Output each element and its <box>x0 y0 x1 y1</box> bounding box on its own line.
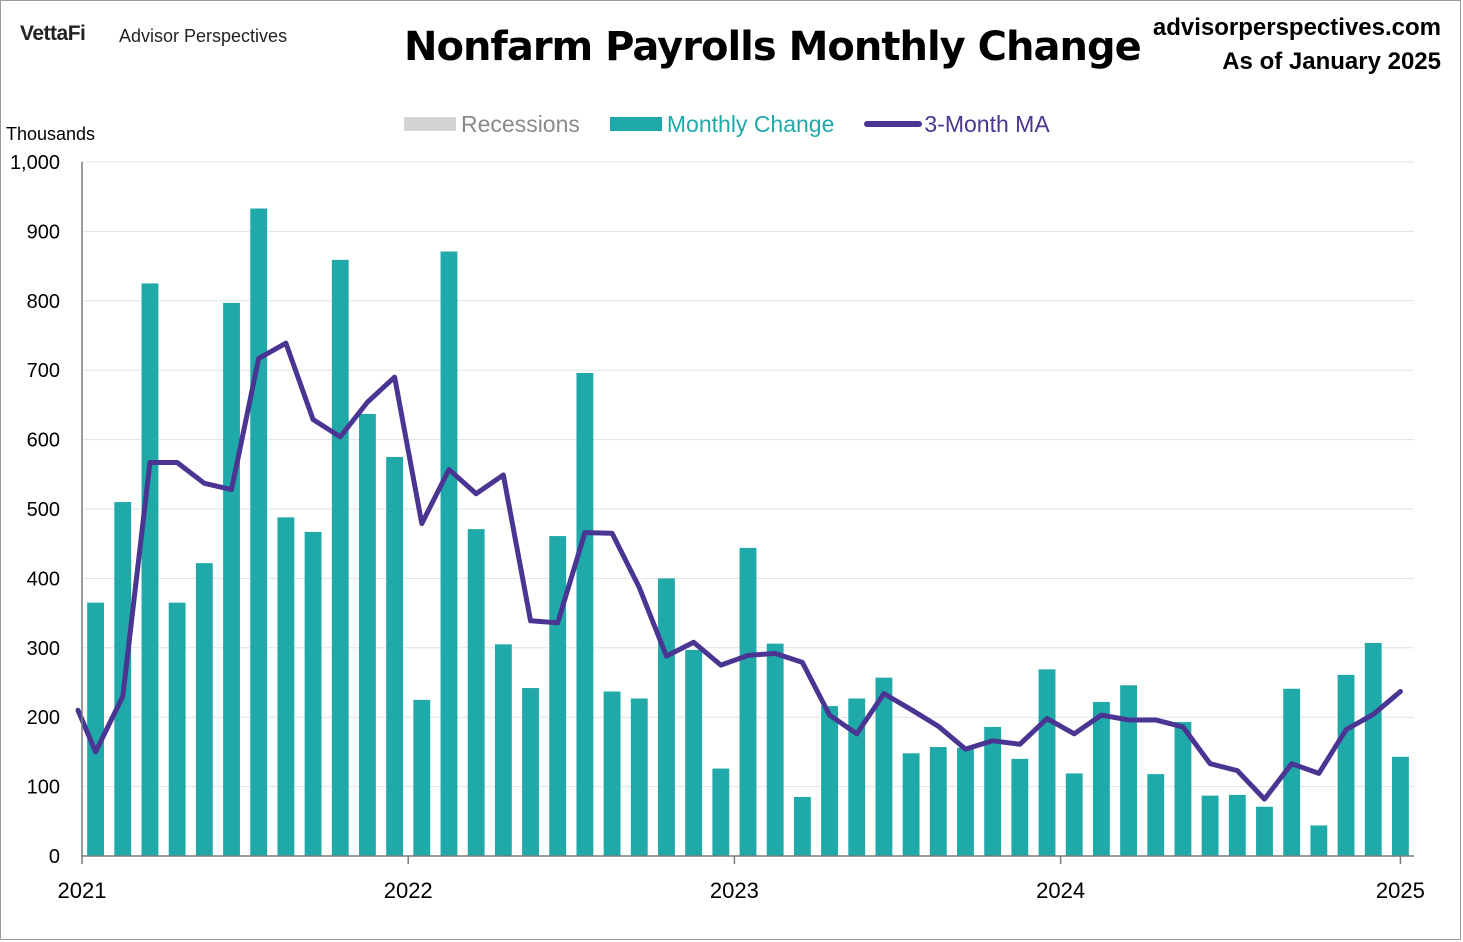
x-tick-label: 2025 <box>1376 878 1425 903</box>
bar <box>821 706 838 856</box>
bar <box>603 691 621 856</box>
y-tick-label: 1,000 <box>10 152 60 174</box>
bar <box>793 797 811 856</box>
bar <box>1201 795 1219 856</box>
bar <box>957 747 974 856</box>
bar <box>1147 774 1165 856</box>
bar <box>1065 773 1083 856</box>
bar <box>195 563 213 856</box>
bar-series-monthly-change <box>87 208 1409 857</box>
bar <box>494 644 512 856</box>
y-tick-label: 700 <box>27 360 60 382</box>
legend-item-recessions: Recessions <box>404 111 580 138</box>
bar <box>87 602 105 856</box>
legend-swatch-monthly-change <box>609 117 662 131</box>
y-tick-label: 0 <box>49 846 60 868</box>
bar <box>1120 685 1137 856</box>
brand-subtitle: Advisor Perspectives <box>119 26 288 46</box>
bar <box>1310 825 1328 856</box>
legend-label-recessions: Recessions <box>461 110 580 137</box>
bar <box>304 531 322 856</box>
bar <box>359 413 376 856</box>
ma-line <box>75 340 1403 802</box>
y-tick-label: 400 <box>27 568 60 590</box>
bar <box>766 643 784 856</box>
bar <box>658 578 675 856</box>
bar <box>875 677 893 856</box>
bar <box>141 283 159 856</box>
bar <box>1011 758 1029 856</box>
bar <box>984 726 1002 856</box>
bar <box>1174 722 1192 856</box>
y-tick-label: 300 <box>27 638 60 660</box>
bar <box>712 768 730 856</box>
bar <box>929 747 947 856</box>
legend-label-3-month-ma: 3-Month MA <box>924 110 1050 137</box>
legend-label-monthly-change: Monthly Change <box>666 110 835 137</box>
y-tick-label: 900 <box>27 221 60 243</box>
bar <box>1228 794 1246 856</box>
y-tick-label: 200 <box>27 707 60 729</box>
bar <box>848 698 866 856</box>
bar <box>522 688 539 856</box>
x-tick-label: 2021 <box>58 878 107 903</box>
legend-swatch-3-month-ma <box>864 121 923 127</box>
x-tick-label: 2023 <box>710 878 759 903</box>
bar <box>739 547 757 856</box>
bar <box>250 208 268 857</box>
bar <box>1391 756 1409 856</box>
bar <box>440 251 458 856</box>
bar <box>168 602 186 856</box>
bar <box>467 529 485 856</box>
bar <box>1092 701 1110 856</box>
bar <box>549 536 567 856</box>
bar <box>413 699 431 856</box>
y-tick-label: 500 <box>27 499 60 521</box>
y-tick-label: 600 <box>27 430 60 452</box>
bar <box>1364 642 1382 856</box>
bar <box>331 259 349 856</box>
bar <box>576 372 594 856</box>
legend-item-monthly-change: Monthly Change <box>609 110 835 138</box>
vettafi-logo: VettaFi <box>20 22 86 45</box>
line-series-3-month-ma <box>75 340 1403 802</box>
bar <box>386 456 404 856</box>
x-tick-label: 2024 <box>1036 878 1085 903</box>
y-tick-label: 100 <box>27 777 60 799</box>
legend-item-3-month-ma: 3-Month MA <box>864 110 1050 138</box>
bar <box>1256 806 1273 856</box>
bar <box>277 517 295 856</box>
y-axis-units-label: Thousands <box>6 124 95 144</box>
bar <box>1337 674 1355 856</box>
bar <box>223 302 240 857</box>
chart-title: Nonfarm Payrolls Monthly Change <box>404 24 1142 70</box>
x-axis: 2021 2022 2023 2024 2025 <box>58 162 1425 903</box>
legend-swatch-recessions <box>404 117 456 131</box>
as-of-date: As of January 2025 <box>1222 48 1441 75</box>
bar <box>902 753 920 856</box>
bar <box>1283 688 1301 856</box>
y-axis-ticks: 0 100 200 300 400 500 600 700 800 900 1,000 <box>10 152 60 868</box>
bar <box>630 698 648 856</box>
x-tick-label: 2022 <box>384 878 433 903</box>
y-tick-label: 800 <box>27 291 60 313</box>
site-url: advisorperspectives.com <box>1152 14 1441 41</box>
legend: Recessions Monthly Change 3-Month MA <box>404 108 1080 140</box>
bar <box>685 649 703 856</box>
bar <box>1038 669 1056 856</box>
